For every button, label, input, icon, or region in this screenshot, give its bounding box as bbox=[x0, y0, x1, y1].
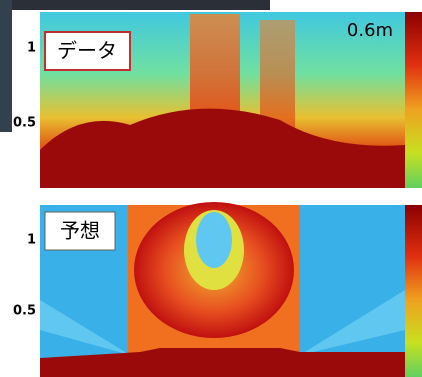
color-bar bbox=[405, 12, 422, 188]
annotation: 0.6m bbox=[347, 20, 393, 41]
panel-label: データ bbox=[57, 39, 117, 63]
y-tick-label: 1 bbox=[27, 233, 36, 248]
panel-label: 予想 bbox=[60, 219, 100, 243]
page: {"top_panel": {"label": "データ", "annotati… bbox=[0, 0, 422, 377]
bottom-panel: 予想 1 0.5 bbox=[13, 202, 422, 377]
heatmap-feature bbox=[260, 20, 295, 130]
y-tick-label: 1 bbox=[27, 41, 36, 56]
screenshot: データ 0.6m 1 0.5 予想 1 0.5 bbox=[0, 0, 422, 377]
top-panel: データ 0.6m 1 0.5 bbox=[13, 12, 422, 188]
y-tick-label: 0.5 bbox=[13, 116, 36, 131]
y-tick-label: 0.5 bbox=[13, 304, 36, 319]
backdrop bbox=[0, 0, 270, 10]
heatmap-feature bbox=[196, 212, 232, 268]
color-bar bbox=[405, 205, 422, 377]
backdrop bbox=[0, 0, 12, 132]
